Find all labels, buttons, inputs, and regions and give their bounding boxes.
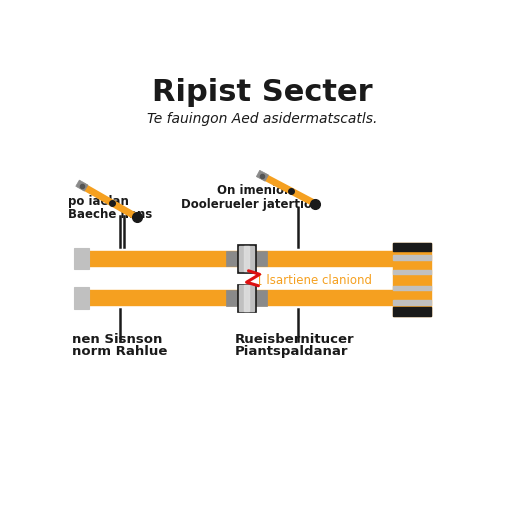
Text: [ lsartiene claniond: [ lsartiene claniond <box>259 273 372 286</box>
Text: Baeche hans: Baeche hans <box>68 208 152 221</box>
Text: Doolerueler jatertion: Doolerueler jatertion <box>181 198 321 210</box>
Bar <box>393 270 431 274</box>
Bar <box>393 286 431 290</box>
Bar <box>256 251 267 266</box>
Bar <box>239 246 254 271</box>
Text: po iaelan: po iaelan <box>68 195 129 208</box>
Bar <box>237 244 256 273</box>
Text: norm Rahlue: norm Rahlue <box>72 346 167 358</box>
Text: nen Sisnson: nen Sisnson <box>72 333 162 346</box>
Bar <box>237 284 256 312</box>
Bar <box>393 243 431 316</box>
Bar <box>74 248 89 269</box>
Bar <box>74 287 89 309</box>
Bar <box>226 251 237 266</box>
Bar <box>256 290 267 306</box>
Text: Piantspaldanar: Piantspaldanar <box>234 346 348 358</box>
Bar <box>393 307 431 316</box>
Bar <box>393 255 431 260</box>
Text: On imenior: On imenior <box>217 184 290 197</box>
Bar <box>226 290 237 306</box>
Polygon shape <box>76 180 88 191</box>
Text: Rueisbernitucer: Rueisbernitucer <box>234 333 354 346</box>
Bar <box>80 251 393 266</box>
Bar <box>244 246 249 271</box>
Text: Ripist Secter: Ripist Secter <box>152 78 373 108</box>
Bar <box>239 285 254 311</box>
Bar <box>393 243 431 251</box>
Polygon shape <box>257 170 268 181</box>
Bar <box>393 300 431 305</box>
Bar <box>80 290 393 306</box>
Text: Te fauingon Aed asidermatscatls.: Te fauingon Aed asidermatscatls. <box>147 112 377 125</box>
Bar <box>244 285 249 311</box>
